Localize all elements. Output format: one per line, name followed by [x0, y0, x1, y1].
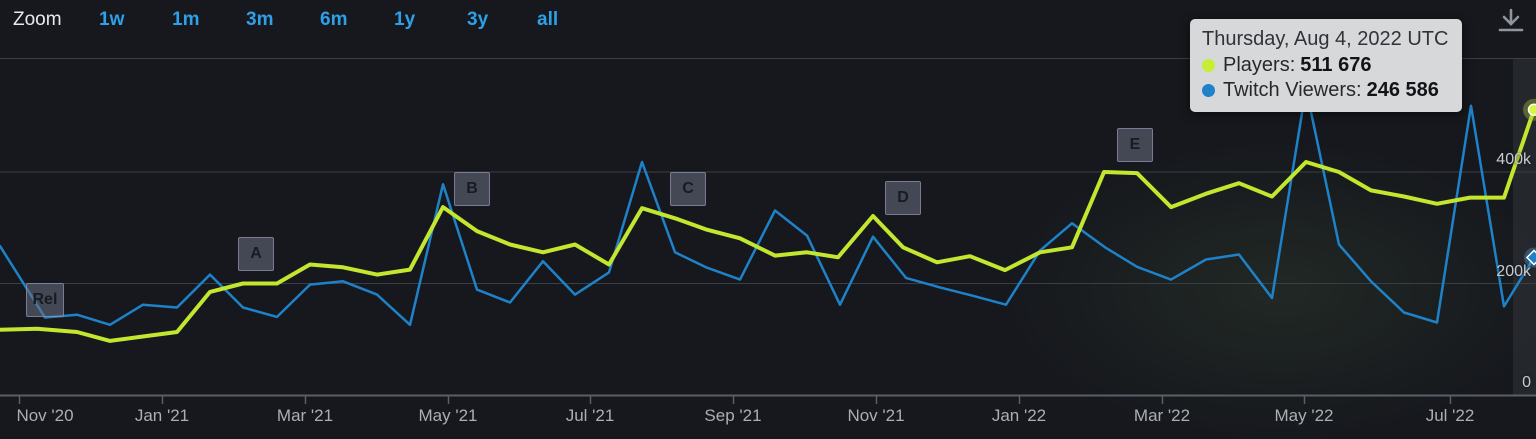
x-axis-label: Mar '22	[1133, 406, 1191, 425]
x-axis-label: Mar '21	[276, 406, 334, 425]
series-color-dot	[1202, 84, 1215, 97]
x-axis-label: Nov '21	[847, 406, 905, 425]
y-axis-label: 400k	[1496, 151, 1531, 168]
hover-band	[1513, 58, 1536, 395]
event-flag-A[interactable]: A	[238, 237, 274, 271]
twitch-end-marker	[1525, 249, 1536, 266]
x-axis-label: Jul '21	[565, 406, 615, 425]
players-end-marker	[1527, 103, 1536, 116]
x-axis-label: May '22	[1274, 406, 1334, 425]
range-button-1w[interactable]: 1w	[99, 9, 125, 30]
x-axis-label: Jan '21	[134, 406, 190, 425]
zoom-toolbar-label: Zoom	[13, 9, 62, 30]
download-icon[interactable]	[1497, 7, 1525, 39]
range-button-all[interactable]: all	[537, 9, 559, 30]
range-button-6m[interactable]: 6m	[320, 9, 348, 30]
x-axis-label: Nov '20	[16, 406, 74, 425]
series-color-dot	[1202, 59, 1215, 72]
event-flag-C[interactable]: C	[670, 172, 706, 206]
event-flag-E[interactable]: E	[1117, 128, 1153, 162]
x-axis-label: May '21	[418, 406, 478, 425]
range-button-1m[interactable]: 1m	[172, 9, 200, 30]
tooltip-date: Thursday, Aug 4, 2022 UTC	[1202, 28, 1449, 50]
event-flag-D[interactable]: D	[885, 181, 921, 215]
range-button-3m[interactable]: 3m	[246, 9, 274, 30]
y-axis-label: 200k	[1496, 262, 1531, 280]
y-axis-label: 0	[1522, 374, 1531, 391]
x-axis-label: Jul '22	[1425, 406, 1475, 425]
tooltip-row-players: Players: 511 676	[1202, 54, 1448, 77]
event-flag-Rel[interactable]: Rel	[25, 283, 65, 317]
series-line-players	[0, 107, 1536, 343]
series-line-twitch-viewers	[0, 87, 1536, 327]
event-flag-B[interactable]: B	[454, 172, 490, 206]
x-axis-label: Jan '22	[991, 406, 1047, 425]
tooltip-row-twitch-viewers: Twitch Viewers: 246 586	[1202, 79, 1448, 102]
chart-tooltip: Thursday, Aug 4, 2022 UTC Players: 511 6…	[1190, 19, 1463, 112]
range-button-3y[interactable]: 3y	[467, 9, 489, 30]
range-button-1y[interactable]: 1y	[394, 9, 416, 30]
x-axis-label: Sep '21	[704, 406, 762, 425]
